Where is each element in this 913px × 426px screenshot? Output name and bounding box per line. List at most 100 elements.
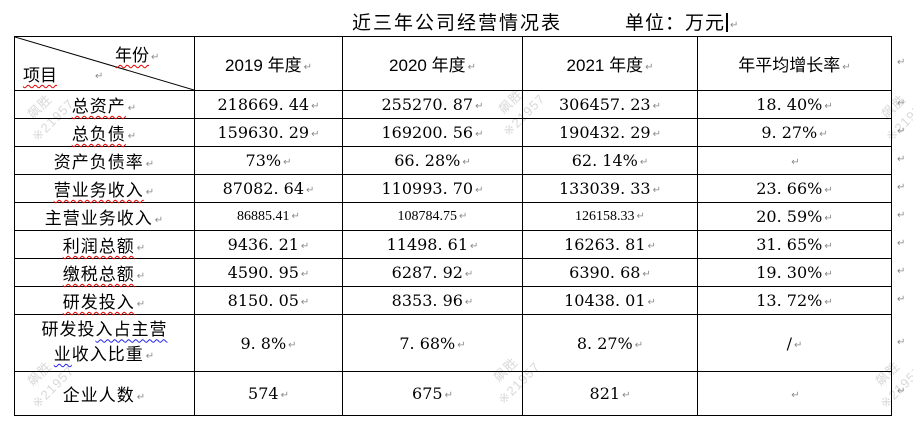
row-label-cell[interactable]: 主营业务收入 ↵ — [14, 202, 195, 231]
col-header-2020[interactable]: 2020 年度 ↵ — [342, 36, 523, 91]
row-label-cell[interactable]: 利润总额 ↵ — [14, 230, 195, 259]
cell-mark: ↵ — [464, 297, 474, 308]
cell-mark: ↵ — [842, 62, 851, 73]
row-label-cell[interactable]: 缴税总额 ↵ — [14, 258, 195, 287]
table-cell[interactable]: 306457. 23 ↵ — [522, 90, 698, 119]
cell-mark: ↵ — [645, 62, 654, 73]
row-label: 研发投入占主营 — [41, 320, 168, 340]
table-cell[interactable]: 18. 40% ↵ — [697, 90, 892, 119]
row-label: 主营业务收入 — [44, 209, 153, 228]
col-header-2021[interactable]: 2021 年度 ↵ — [522, 36, 698, 91]
table-cell[interactable]: 87082. 64 ↵ — [194, 174, 343, 203]
col-header-growth[interactable]: 年平均增长率 ↵ — [697, 36, 892, 91]
table-cell[interactable]: 7. 68% ↵ — [342, 314, 523, 372]
table-cell-empty[interactable]: ↵ — [697, 371, 892, 416]
table-cell[interactable]: 218669. 44 ↵ — [194, 90, 343, 119]
table-cell[interactable]: 23. 66% ↵ — [697, 174, 892, 203]
cell-mark: ↵ — [136, 299, 147, 310]
table-cell[interactable]: 20. 59% ↵ — [697, 202, 892, 231]
row-end-mark: ↵ — [897, 182, 906, 193]
table-cell[interactable]: 73% ↵ — [194, 146, 343, 175]
row-label-cell[interactable]: 资产负债率 ↵ — [14, 146, 195, 175]
table-cell[interactable]: 821 ↵ — [522, 371, 698, 416]
row-label-cell[interactable]: 研发投入 ↵ — [14, 286, 195, 315]
cell-mark: ↵ — [145, 351, 156, 362]
table-cell[interactable]: 108784.75 ↵ — [342, 202, 523, 231]
row-end-mark: ↵ — [897, 210, 906, 221]
row-end-mark: ↵ — [897, 126, 906, 137]
table-cell[interactable]: 110993. 70 ↵ — [342, 174, 523, 203]
table-row: 企业人数 ↵ 574 ↵ 675 ↵ 821 ↵ ↵ — [14, 371, 892, 416]
table-cell[interactable]: 4590. 95 ↵ — [194, 258, 343, 287]
unit-label[interactable]: 单位：万元 ↵ — [625, 8, 739, 35]
table-cell[interactable]: 675 ↵ — [342, 371, 523, 416]
table-cell[interactable]: 10438. 01 ↵ — [522, 286, 698, 315]
row-label-cell[interactable]: 总资产 ↵ — [14, 90, 195, 119]
table-cell[interactable]: 9. 27% ↵ — [697, 118, 892, 147]
cell-mark: ↵ — [464, 269, 474, 280]
table-cell[interactable]: 190432. 29 ↵ — [522, 118, 698, 147]
doc-title[interactable]: 近三年公司经营情况表 — [352, 13, 563, 34]
table-row: 主营业务收入 ↵ 86885.41 ↵ 108784.75 ↵ 126158.33 ↵ … — [14, 202, 892, 231]
table-cell[interactable]: 6390. 68 ↵ — [522, 258, 698, 287]
table-cell[interactable]: 159630. 29 ↵ — [194, 118, 343, 147]
table-cell[interactable]: 31. 65% ↵ — [697, 230, 892, 259]
row-label: 总负债 — [71, 125, 126, 144]
diagonal-header-cell[interactable]: 年份 ↵ 项目 ↵ — [14, 36, 195, 91]
cell-mark: ↵ — [306, 185, 315, 196]
table-cell[interactable]: 9. 8% ↵ — [194, 314, 343, 372]
table-cell[interactable]: 11498. 61 ↵ — [342, 230, 523, 259]
col-header-2019[interactable]: 2019 年度 ↵ — [194, 36, 343, 91]
row-label-cell[interactable]: 总负债 ↵ — [14, 118, 195, 147]
table-cell[interactable]: 126158.33 ↵ — [522, 202, 698, 231]
cell-mark: ↵ — [794, 339, 803, 351]
cell-mark: ↵ — [283, 157, 292, 168]
cell-mark: ↵ — [824, 185, 833, 196]
row-end-mark: ↵ — [897, 294, 906, 305]
table-cell[interactable]: 133039. 33 ↵ — [522, 174, 698, 203]
cell-mark: ↵ — [824, 269, 833, 280]
cell-mark: ↵ — [145, 187, 156, 198]
table-cell[interactable]: 19. 30% ↵ — [697, 258, 892, 287]
table-cell[interactable]: 62. 14% ↵ — [522, 146, 698, 175]
row-end-mark: ↵ — [897, 337, 906, 348]
row-label: 营业务收入 — [53, 181, 144, 200]
row-end-mark: ↵ — [897, 98, 906, 109]
table-cell[interactable]: 8. 27% ↵ — [522, 314, 698, 372]
row-label: 缴税总额 — [62, 265, 135, 284]
row-label: 利润总额 — [62, 237, 135, 256]
cell-mark: ↵ — [824, 101, 833, 112]
cell-mark: ↵ — [127, 131, 138, 142]
table-cell[interactable]: 9436. 21 ↵ — [194, 230, 343, 259]
table-cell[interactable]: 66. 28% ↵ — [342, 146, 523, 175]
header-year-label: 年份 ↵ — [115, 46, 160, 65]
table-cell-empty[interactable]: ↵ — [697, 146, 892, 175]
header-item-label: 项目 — [23, 66, 57, 85]
row-label-cell[interactable]: 营业务收入 ↵ — [14, 174, 195, 203]
cell-mark: ↵ — [457, 339, 466, 351]
table-cell[interactable]: 255270. 87 ↵ — [342, 90, 523, 119]
table-cell[interactable]: 8150. 05 ↵ — [194, 286, 343, 315]
cell-mark: ↵ — [145, 159, 156, 170]
table-cell[interactable]: 86885.41 ↵ — [194, 202, 343, 231]
table-cell[interactable]: 574 ↵ — [194, 371, 343, 416]
cell-mark: ↵ — [151, 52, 160, 63]
row-end-mark: ↵ — [897, 386, 906, 397]
row-label-cell[interactable]: 企业人数 ↵ — [14, 371, 195, 416]
row-label: 业收入比重 ↵ — [53, 345, 156, 364]
cell-mark: ↵ — [127, 103, 138, 114]
table-cell[interactable]: 16263. 81 ↵ — [522, 230, 698, 259]
table-cell[interactable]: 13. 72% ↵ — [697, 286, 892, 315]
row-label-cell[interactable]: 研发投入占主营 业收入比重 ↵ — [14, 314, 195, 372]
table-cell[interactable]: 8353. 96 ↵ — [342, 286, 523, 315]
cell-mark: ↵ — [639, 157, 649, 168]
table-cell[interactable]: / ↵ — [697, 314, 892, 372]
cell-mark: ↵ — [467, 62, 476, 73]
row-end-mark: ↵ — [897, 154, 906, 165]
cell-mark: ↵ — [634, 339, 644, 351]
table-row: 研发投入 ↵ 8150. 05 ↵ 8353. 96 ↵ 10438. 01 ↵ 13.… — [14, 286, 892, 315]
table-cell[interactable]: 169200. 56 ↵ — [342, 118, 523, 147]
clipped-next-line: （数据来 — [198, 415, 318, 420]
cell-mark: ↵ — [819, 129, 828, 140]
table-cell[interactable]: 6287. 92 ↵ — [342, 258, 523, 287]
